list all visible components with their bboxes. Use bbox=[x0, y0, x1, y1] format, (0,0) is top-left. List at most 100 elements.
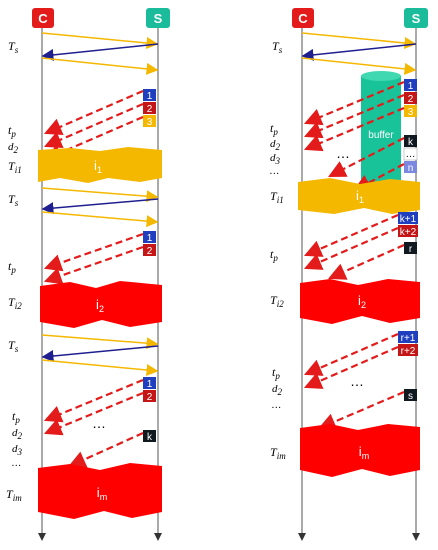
left-vdots-3: … bbox=[12, 458, 21, 469]
buffer-label: buffer bbox=[368, 130, 394, 141]
right-dash-1c bbox=[303, 106, 405, 152]
left-ts-label-3: Ts bbox=[8, 338, 19, 354]
right-pkt-dots-label: … bbox=[406, 149, 416, 160]
left-blob-im-label: im bbox=[97, 485, 107, 502]
right-dash-2a bbox=[303, 213, 399, 257]
right-blob-i1 bbox=[298, 178, 420, 214]
right-ti1-label: Ti1 bbox=[270, 189, 284, 205]
left-dots-1: … bbox=[92, 415, 106, 431]
right-pkt-1-label: 1 bbox=[408, 81, 414, 92]
left-tim-label: Tim bbox=[6, 487, 22, 503]
right-tp-label-3: tp bbox=[272, 365, 280, 381]
right-ti2-label: Ti2 bbox=[270, 293, 284, 309]
right-server-node bbox=[404, 8, 428, 28]
left-dash-1b bbox=[43, 102, 144, 148]
left-d2-label-3: d2 bbox=[12, 427, 23, 441]
right-pkt-2 bbox=[404, 92, 417, 104]
right-pkt-k-label: k bbox=[408, 137, 414, 148]
left-pkt-1-label: 1 bbox=[147, 91, 153, 102]
right-pkt-r2-label: r+2 bbox=[401, 346, 416, 357]
right-pkt-r1-label: r+1 bbox=[401, 333, 416, 344]
right-pkt-3 bbox=[404, 105, 417, 117]
left-hs1-data bbox=[41, 57, 159, 75]
right-ts-label: Ts bbox=[272, 39, 283, 55]
right-dash-3s bbox=[317, 390, 405, 431]
right-d2-label-3: d2 bbox=[272, 383, 283, 397]
left-blob-i1-label: i1 bbox=[94, 158, 102, 175]
left-pkt-1b bbox=[143, 231, 156, 243]
left-client-node bbox=[32, 8, 54, 28]
right-vdots-1: … bbox=[270, 166, 279, 177]
right-dash-1b bbox=[303, 93, 405, 139]
right-pkt-n bbox=[404, 161, 417, 173]
right-dots-3: … bbox=[350, 373, 364, 389]
left-hs3-ack bbox=[41, 345, 159, 362]
left-dash-2a bbox=[43, 232, 144, 272]
left-server-label: S bbox=[154, 11, 163, 26]
right-dash-3a bbox=[303, 332, 399, 376]
left-pkt-1b-label: 1 bbox=[147, 233, 153, 244]
buffer-cylinder-top bbox=[361, 71, 401, 81]
right-pkt-k bbox=[404, 135, 417, 147]
left-hs2-req bbox=[41, 187, 159, 203]
left-blob-i2 bbox=[40, 281, 162, 328]
left-ti2-label: Ti2 bbox=[8, 295, 22, 311]
buffer-cylinder bbox=[361, 76, 401, 184]
left-pkt-2 bbox=[143, 102, 156, 114]
right-pkt-r-label: r bbox=[409, 244, 413, 255]
right-pkt-k2-label: k+2 bbox=[400, 227, 417, 238]
right-dash-1a bbox=[303, 80, 405, 126]
right-server-label: S bbox=[412, 11, 421, 26]
left-dash-2b bbox=[43, 245, 144, 285]
right-d2-label-1: d2 bbox=[270, 138, 281, 152]
left-d3-label-3: d3 bbox=[12, 443, 23, 457]
right-pkt-k1-label: k+1 bbox=[400, 214, 417, 225]
left-pkt-3 bbox=[143, 115, 156, 127]
left-pkt-k bbox=[143, 430, 156, 442]
left-pkt-1c bbox=[143, 377, 156, 389]
left-client-label: C bbox=[38, 11, 48, 26]
left-dash-1a bbox=[43, 89, 144, 135]
right-client-node bbox=[292, 8, 314, 28]
left-blob-i2-label: i2 bbox=[96, 297, 104, 314]
right-tp-label-2: tp bbox=[270, 247, 278, 263]
right-hs1-req bbox=[301, 32, 417, 49]
right-pkt-r1 bbox=[398, 331, 418, 343]
right-pkt-3-label: 3 bbox=[408, 107, 414, 118]
left-ti1-label: Ti1 bbox=[8, 159, 22, 175]
left-pkt-3-label: 3 bbox=[147, 117, 153, 128]
right-pkt-2-label: 2 bbox=[408, 94, 414, 105]
right-blob-i1-label: i1 bbox=[356, 188, 364, 205]
right-pkt-k2 bbox=[398, 225, 418, 237]
right-pkt-r bbox=[404, 242, 417, 254]
left-hs1-ack bbox=[41, 43, 159, 61]
right-pkt-k1 bbox=[398, 212, 418, 224]
right-dash-1k bbox=[328, 137, 405, 178]
right-dash-3b bbox=[303, 345, 399, 389]
right-client-label: C bbox=[298, 11, 308, 26]
right-pkt-1 bbox=[404, 79, 417, 91]
left-blob-i1 bbox=[38, 147, 162, 183]
left-dash-3a bbox=[43, 378, 144, 423]
left-ts-label-2: Ts bbox=[8, 192, 19, 208]
left-hs2-data bbox=[41, 211, 159, 228]
right-pkt-n-label: n bbox=[408, 163, 414, 174]
left-tp-label-3: tp bbox=[12, 409, 20, 425]
left-pkt-2c-label: 2 bbox=[147, 392, 153, 403]
left-server-node bbox=[146, 8, 170, 28]
right-pkt-s-label: s bbox=[408, 391, 413, 402]
left-pkt-1c-label: 1 bbox=[147, 379, 153, 390]
left-tp-label-1: tp bbox=[8, 123, 16, 139]
left-hs2-ack bbox=[41, 198, 159, 215]
left-pkt-1 bbox=[143, 89, 156, 101]
right-tp-label-1: tp bbox=[270, 121, 278, 137]
right-dots-1: … bbox=[336, 145, 350, 161]
right-d3-label-1: d3 bbox=[270, 152, 281, 166]
left-pkt-2b bbox=[143, 244, 156, 256]
left-d2-label-1: d2 bbox=[8, 141, 19, 155]
left-pkt-2b-label: 2 bbox=[147, 246, 153, 257]
left-dash-3c bbox=[67, 431, 144, 468]
right-blob-im bbox=[300, 424, 420, 477]
left-pkt-k-label: k bbox=[147, 432, 153, 443]
